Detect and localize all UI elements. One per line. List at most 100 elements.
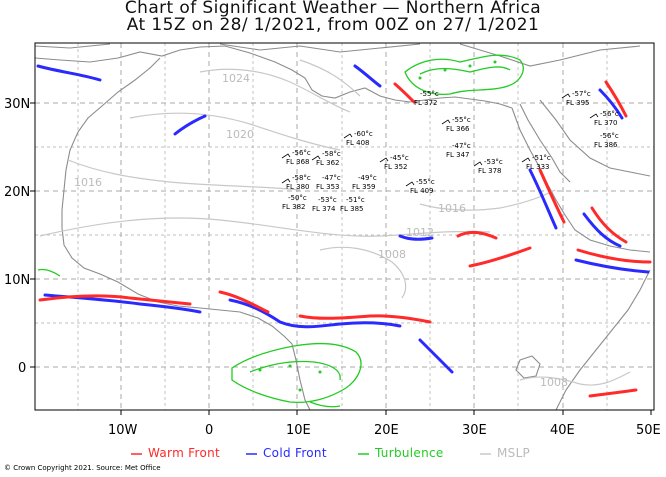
jet-flight-level: FL 372 — [414, 99, 438, 107]
warm-fronts — [38, 80, 652, 398]
jet-flight-level: FL 395 — [566, 99, 590, 107]
wind-barb-icon — [473, 161, 483, 167]
warm-front-itcz — [298, 314, 432, 324]
cold-front-itcz-2 — [228, 298, 402, 329]
coastline-horn — [555, 269, 651, 410]
jet-label: -58°c FL 362 — [316, 150, 341, 167]
cold-front-west-2 — [173, 114, 207, 136]
isobars — [39, 59, 631, 386]
coastline-gulf-guinea — [291, 343, 311, 410]
cold-front-east-3 — [598, 88, 624, 120]
isobar-label: 1016 — [438, 202, 466, 215]
cold-front-sahel — [398, 234, 434, 241]
wind-barb-icon — [589, 113, 599, 119]
jet-label: -53°c FL 374 — [312, 196, 337, 213]
turbulence-mark — [318, 370, 322, 374]
turbulence-mark — [443, 68, 447, 72]
isobar-1012 — [39, 217, 491, 237]
lon-label-20e: 20E — [374, 423, 399, 438]
jet-flight-level: FL 368 — [286, 158, 310, 166]
warm-front-east-3 — [604, 80, 628, 118]
jet-label: -55°c FL 409 — [410, 178, 435, 195]
isobar-label: 1024 — [222, 72, 250, 85]
wind-barb-icon — [561, 93, 571, 99]
jet-label: -56°c FL 386 — [594, 132, 619, 149]
turbulence-west — [37, 268, 61, 277]
jet-flight-level: FL 370 — [594, 119, 618, 127]
jet-flight-level: FL 366 — [446, 125, 470, 133]
cold-front-north — [353, 64, 382, 88]
lat-label-10n: 10N — [4, 273, 30, 288]
cold-fronts — [36, 64, 650, 374]
jet-label: -51°c FL 333 — [526, 154, 551, 171]
plot-frame — [34, 42, 655, 411]
isobar-extra-north — [299, 59, 361, 97]
jet-flight-level: FL 409 — [410, 187, 434, 195]
warm-front-west-1 — [38, 294, 192, 306]
isobar-label: 1020 — [226, 128, 254, 141]
jet-temp: -60°c — [354, 130, 373, 138]
cold-front-west-1 — [36, 64, 102, 82]
turbulence-mediterranean — [404, 54, 524, 96]
jet-temp: -55°c — [452, 116, 471, 124]
lon-label-30e: 30E — [462, 423, 487, 438]
isobar-label: 1016 — [74, 176, 102, 189]
jet-temp: -47°c — [452, 142, 471, 150]
cold-front-itcz-3 — [418, 338, 454, 374]
turbulence-south — [309, 401, 341, 408]
jet-flight-level: FL 333 — [526, 163, 550, 171]
cold-front-east-1 — [528, 168, 558, 230]
turbulence-mediterranean-inner — [419, 66, 511, 75]
cold-front-east-4 — [574, 258, 650, 274]
jet-label: -57°c FL 395 — [566, 90, 591, 107]
jet-temp: -53°c — [484, 158, 503, 166]
warm-front-south — [588, 388, 638, 398]
wind-barb-icon — [441, 119, 451, 125]
coastlines — [35, 43, 651, 410]
isobar-1020 — [129, 112, 341, 151]
jet-label: -51°c FL 385 — [340, 196, 365, 213]
isobar-1024 — [199, 68, 351, 113]
isobar-1008-east — [519, 371, 631, 386]
jet-flight-level: FL 382 — [282, 203, 306, 211]
wind-barb-icon — [281, 178, 291, 184]
lat-label-20n: 20N — [4, 185, 30, 200]
warm-front-east-1 — [538, 168, 566, 224]
wind-barb-icon — [405, 181, 415, 187]
jet-temp: -45°c — [390, 154, 409, 162]
wind-barb-icon — [343, 133, 353, 139]
coastline-lake-victoria — [515, 355, 541, 379]
jet-temp: -51°c — [346, 196, 365, 204]
warm-front-sahel-2 — [468, 246, 532, 268]
warm-front-sahel-1 — [456, 230, 498, 240]
turbulence-marks — [258, 60, 497, 392]
grid — [35, 43, 654, 410]
jet-flight-level: FL 408 — [346, 139, 370, 147]
jet-temp: -50°c — [288, 194, 307, 202]
lon-label-0: 0 — [205, 423, 213, 438]
legend-cold-front: Cold Front — [263, 446, 327, 460]
jet-label: -49°c FL 359 — [352, 174, 377, 191]
jet-label: -56°c FL 370 — [594, 110, 619, 127]
lon-label-10w: 10W — [108, 423, 138, 438]
turbulence-congo — [231, 342, 362, 404]
jet-temp: -58°c — [292, 174, 311, 182]
turbulence-areas — [37, 54, 524, 408]
turbulence-mark — [298, 388, 302, 392]
jet-temp: -56°c — [600, 110, 619, 118]
coastline-arabia — [539, 99, 651, 177]
isobar-1016-west — [67, 159, 301, 191]
jet-temp: -53°c — [318, 196, 337, 204]
turbulence-mark — [493, 60, 497, 64]
jet-temp: -56°c — [292, 149, 311, 157]
jet-flight-level: FL 385 — [340, 205, 364, 213]
warm-front-east-2 — [590, 206, 628, 244]
warm-front-west-2 — [218, 290, 270, 314]
jet-label: -55°c FL 372 — [414, 90, 439, 107]
wind-barb-icon — [311, 155, 321, 161]
lon-label-40e: 40E — [550, 423, 575, 438]
turbulence-mark — [468, 64, 472, 68]
legend-turbulence: Turbulence — [375, 446, 444, 460]
copyright-notice: © Crown Copyright 2021. Source: Met Offi… — [4, 464, 161, 472]
coastline-africa-west — [61, 57, 293, 345]
